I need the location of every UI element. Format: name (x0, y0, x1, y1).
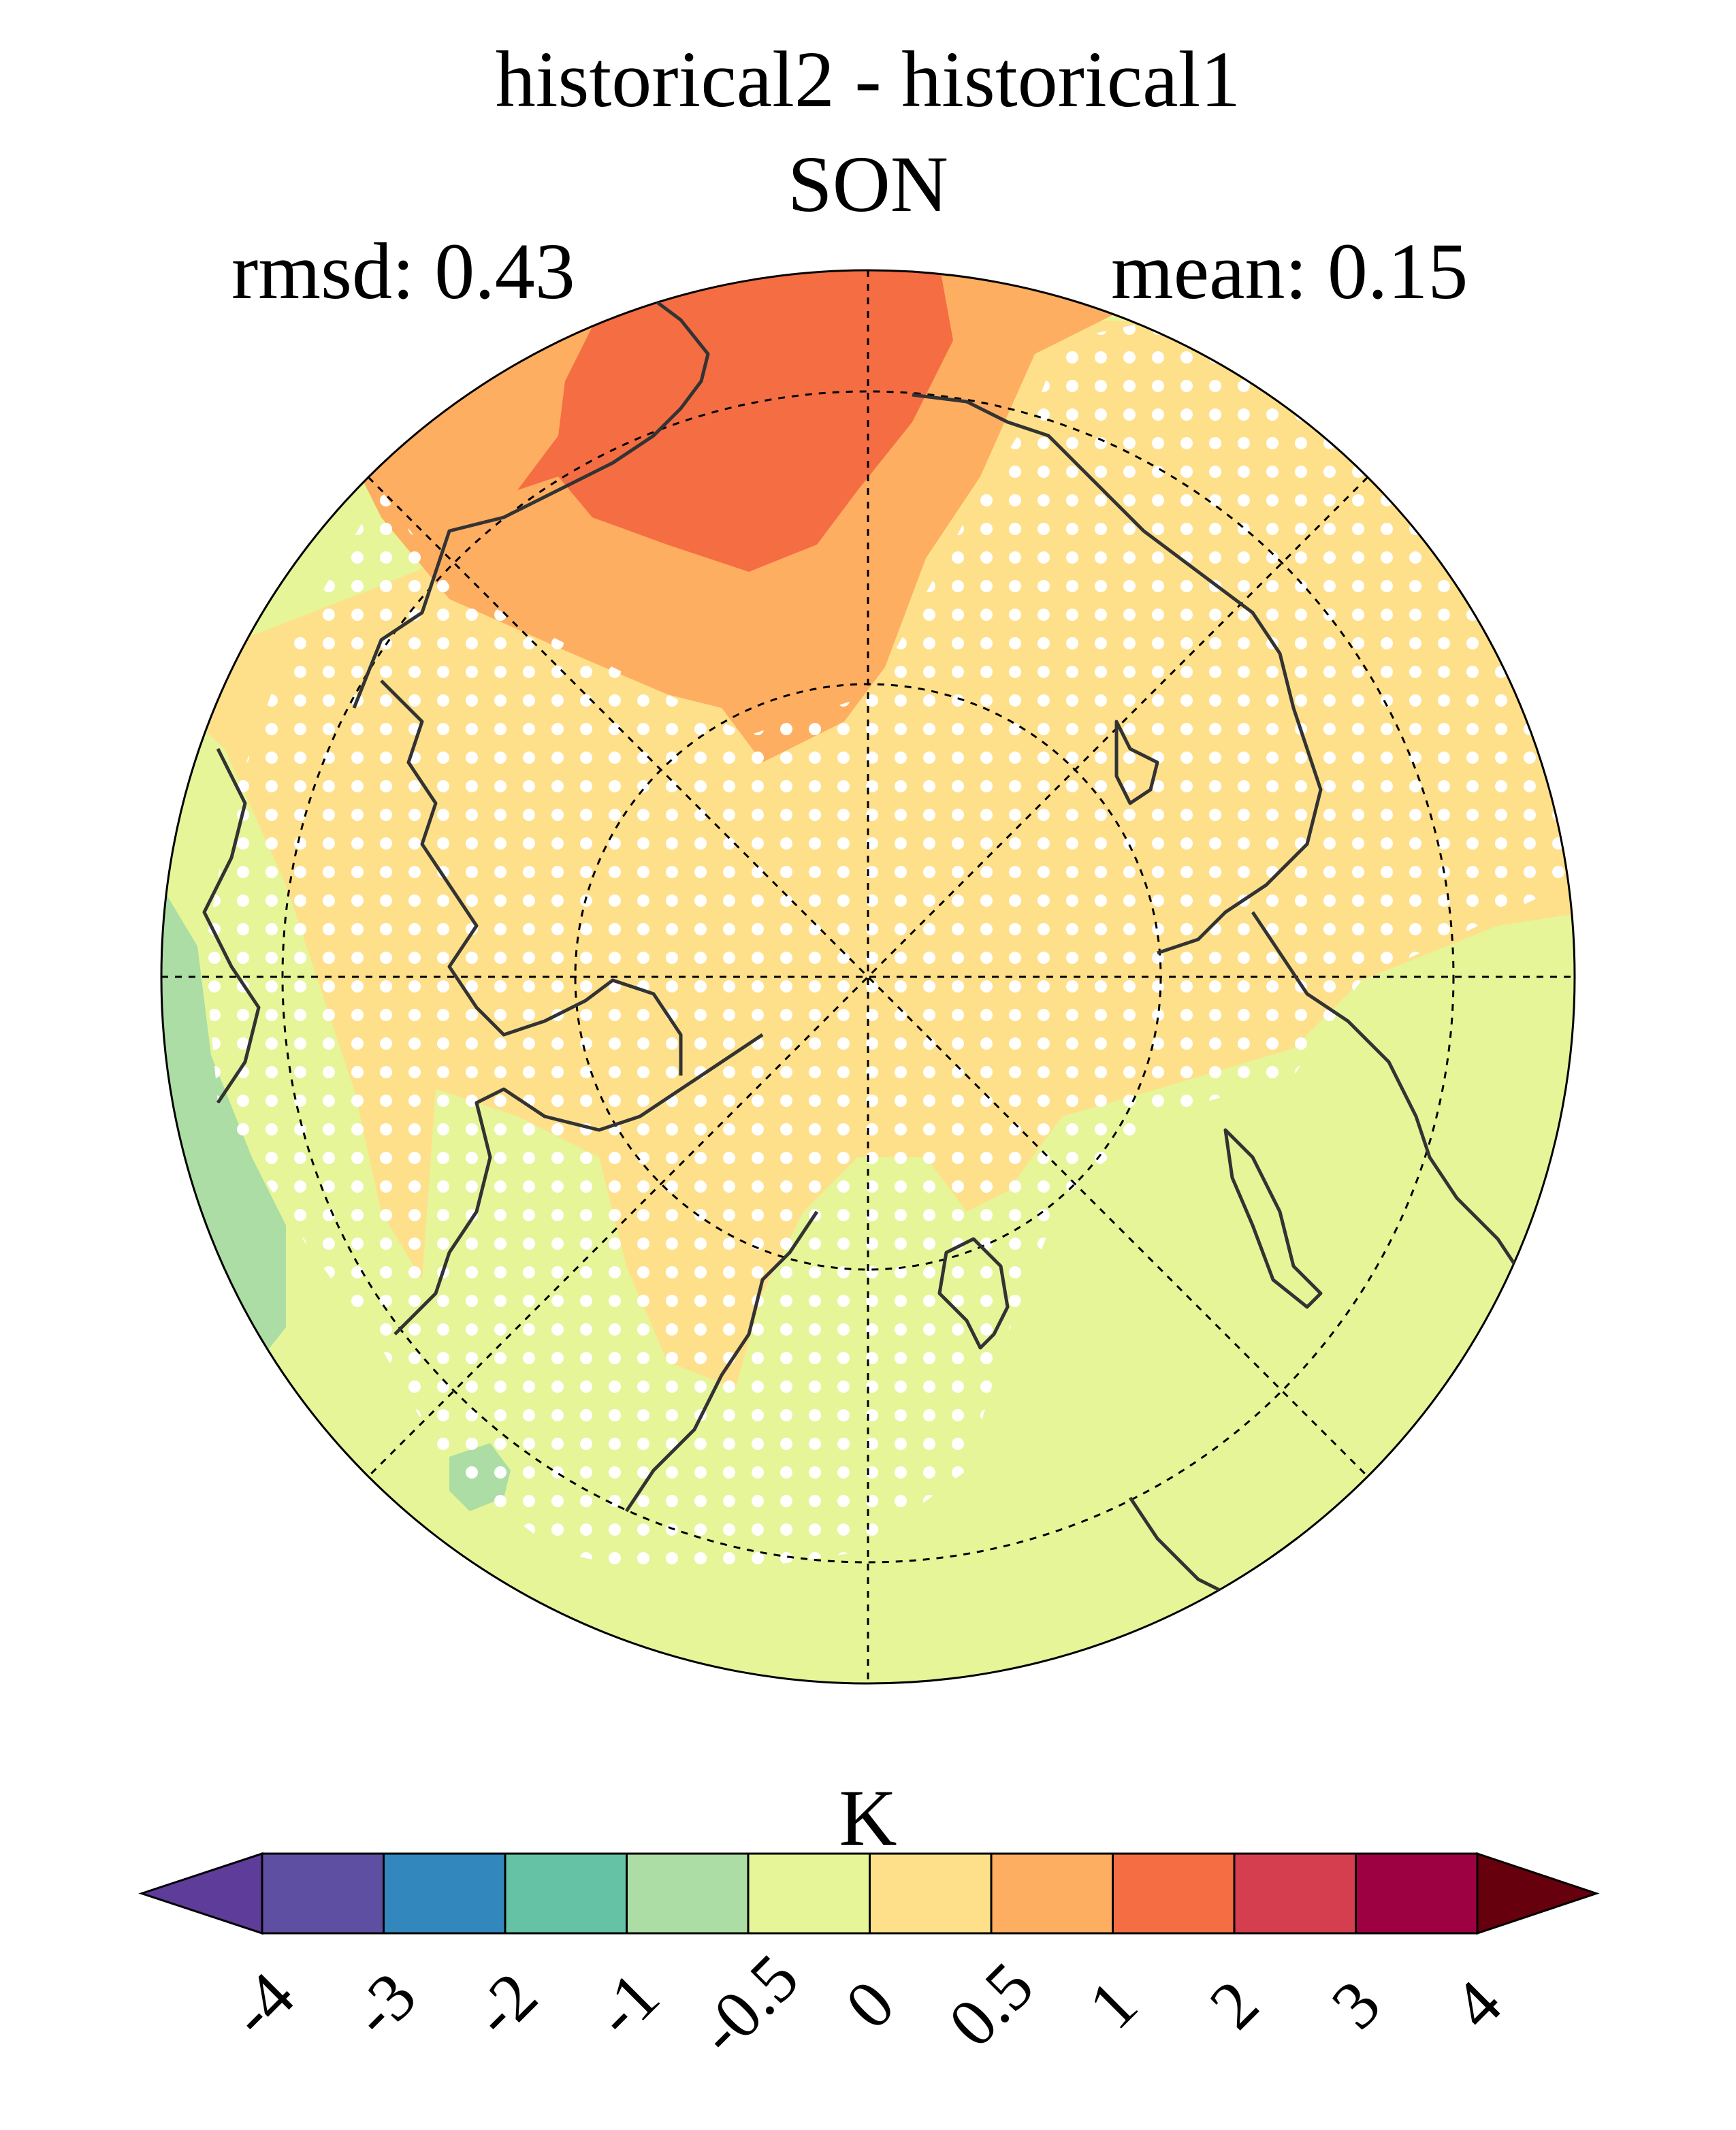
colorbar-extend-high (1477, 1854, 1596, 1933)
colorbar-segments (142, 1854, 1596, 1933)
colorbar-segment (870, 1854, 992, 1933)
colorbar-segment (384, 1854, 506, 1933)
colorbar-segment (1356, 1854, 1478, 1933)
colorbar-segment (991, 1854, 1113, 1933)
colorbar-segment (262, 1854, 384, 1933)
colorbar-segment (627, 1854, 749, 1933)
colorbar-segment (748, 1854, 870, 1933)
colorbar-segment (1234, 1854, 1356, 1933)
colorbar-segment (505, 1854, 627, 1933)
colorbar-extend-low (142, 1854, 262, 1933)
colorbar-segment (1113, 1854, 1235, 1933)
